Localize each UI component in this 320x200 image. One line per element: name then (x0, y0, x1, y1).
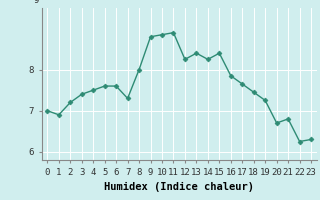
X-axis label: Humidex (Indice chaleur): Humidex (Indice chaleur) (104, 182, 254, 192)
Text: 9: 9 (34, 0, 39, 5)
